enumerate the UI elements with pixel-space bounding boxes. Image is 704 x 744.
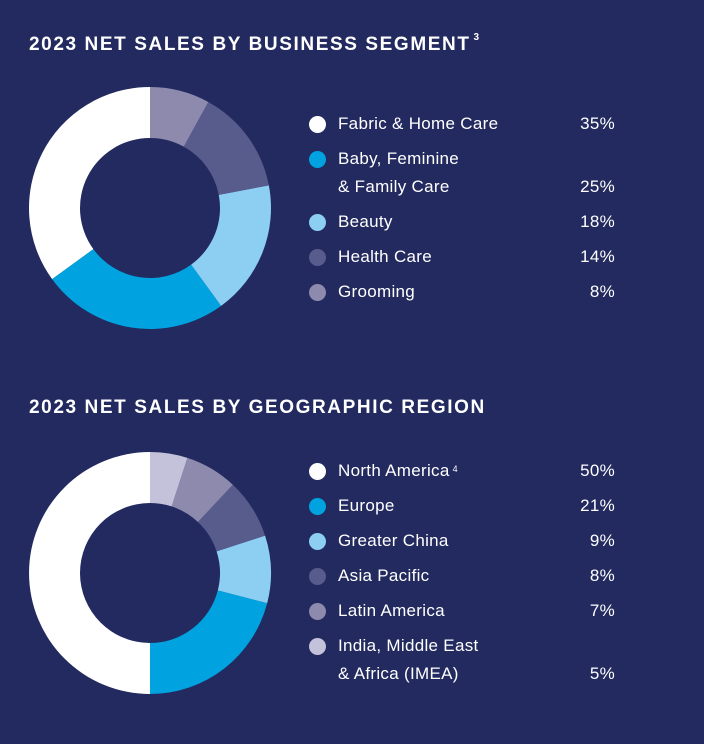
donut-slice-fabric-home-care — [29, 87, 151, 280]
segment-chart-title: 2023 NET SALES BY BUSINESS SEGMENT 3 — [29, 31, 481, 55]
donut-slice-grooming — [150, 87, 209, 147]
legend-label-health-care: Health Care — [338, 247, 433, 266]
legend-value-north-america: 50% — [580, 461, 615, 480]
legend-swatch-asia-pacific — [309, 568, 326, 585]
legend-label-india-middle-east-africa-imea-line-2: & Africa (IMEA) — [338, 664, 459, 683]
donut-slice-beauty — [191, 185, 271, 306]
legend-item-greater-china: Greater China 9% — [309, 527, 615, 555]
region-chart-title: 2023 NET SALES BY GEOGRAPHIC REGION — [29, 397, 486, 418]
legend-value-india-middle-east-africa-imea: 5% — [589, 664, 615, 683]
legend-item-health-care: Health Care 14% — [309, 243, 615, 271]
region-legend: North America 4 50% Europe 21% Greater China 9… — [309, 457, 619, 697]
legend-label-latin-america: Latin America — [338, 601, 445, 620]
legend-value-europe: 21% — [580, 496, 615, 515]
legend-swatch-health-care — [309, 249, 326, 266]
legend-label-india-middle-east-africa-imea-line-1: India, Middle East — [338, 636, 479, 655]
legend-item-latin-america: Latin America 7% — [309, 597, 615, 625]
donut-slice-asia-pacific — [197, 484, 266, 552]
legend-swatch-baby-feminine-family-care — [309, 151, 326, 168]
legend-item-north-america: North America 4 50% — [309, 457, 615, 485]
legend-value-asia-pacific: 8% — [589, 566, 615, 585]
donut-slice-greater-china — [216, 535, 271, 604]
legend-value-health-care: 14% — [580, 247, 615, 266]
legend-label-greater-china: Greater China — [338, 531, 449, 550]
region-section: 2023 NET SALES BY GEOGRAPHIC REGION Nort… — [0, 370, 704, 744]
segment-legend: Fabric & Home Care 35% Baby, Feminine & Fam… — [309, 110, 619, 310]
legend-value-beauty: 18% — [580, 212, 615, 231]
legend-value-baby-feminine-family-care: 25% — [580, 177, 615, 196]
donut-slice-baby-feminine-family-care — [52, 249, 222, 329]
donut-slice-europe — [150, 590, 268, 694]
legend-label-grooming: Grooming — [338, 282, 416, 301]
legend-item-europe: Europe 21% — [309, 492, 615, 520]
region-donut-chart — [29, 452, 271, 694]
segment-donut-chart — [29, 87, 271, 329]
legend-item-india-middle-east-africa-imea: India, Middle East & Africa (IMEA) 5% — [309, 632, 615, 688]
legend-label-europe: Europe — [338, 496, 395, 515]
legend-swatch-greater-china — [309, 533, 326, 550]
legend-value-greater-china: 9% — [589, 531, 615, 550]
legend-item-grooming: Grooming 8% — [309, 278, 615, 306]
legend-label-fabric-home-care: Fabric & Home Care — [338, 114, 499, 133]
donut-slice-health-care — [183, 101, 269, 195]
legend-label-baby-feminine-family-care-line-2: & Family Care — [338, 177, 450, 196]
legend-item-asia-pacific: Asia Pacific 8% — [309, 562, 615, 590]
legend-label-baby-feminine-family-care-line-1: Baby, Feminine — [338, 149, 460, 168]
legend-value-latin-america: 7% — [589, 601, 615, 620]
legend-value-grooming: 8% — [589, 282, 615, 301]
legend-item-baby-feminine-family-care: Baby, Feminine & Family Care 25% — [309, 145, 615, 201]
legend-label-beauty: Beauty — [338, 212, 393, 231]
legend-swatch-fabric-home-care — [309, 116, 326, 133]
legend-item-fabric-home-care: Fabric & Home Care 35% — [309, 110, 615, 138]
segment-title-footnote: 3 — [473, 31, 481, 43]
donut-slice-north-america — [29, 452, 151, 694]
legend-swatch-europe — [309, 498, 326, 515]
legend-swatch-india-middle-east-africa-imea — [309, 638, 326, 655]
legend-swatch-latin-america — [309, 603, 326, 620]
legend-footnote-north-america: 4 — [452, 464, 458, 474]
donut-slice-latin-america — [171, 457, 233, 522]
legend-value-fabric-home-care: 35% — [580, 114, 615, 133]
donut-slice-india-middle-east-africa-imea — [150, 452, 188, 507]
legend-label-asia-pacific: Asia Pacific — [338, 566, 430, 585]
legend-swatch-north-america — [309, 463, 326, 480]
legend-label-north-america: North America 4 — [338, 461, 458, 480]
legend-swatch-grooming — [309, 284, 326, 301]
segment-section: 2023 NET SALES BY BUSINESS SEGMENT 3 Fabr… — [0, 0, 704, 370]
legend-item-beauty: Beauty 18% — [309, 208, 615, 236]
legend-swatch-beauty — [309, 214, 326, 231]
